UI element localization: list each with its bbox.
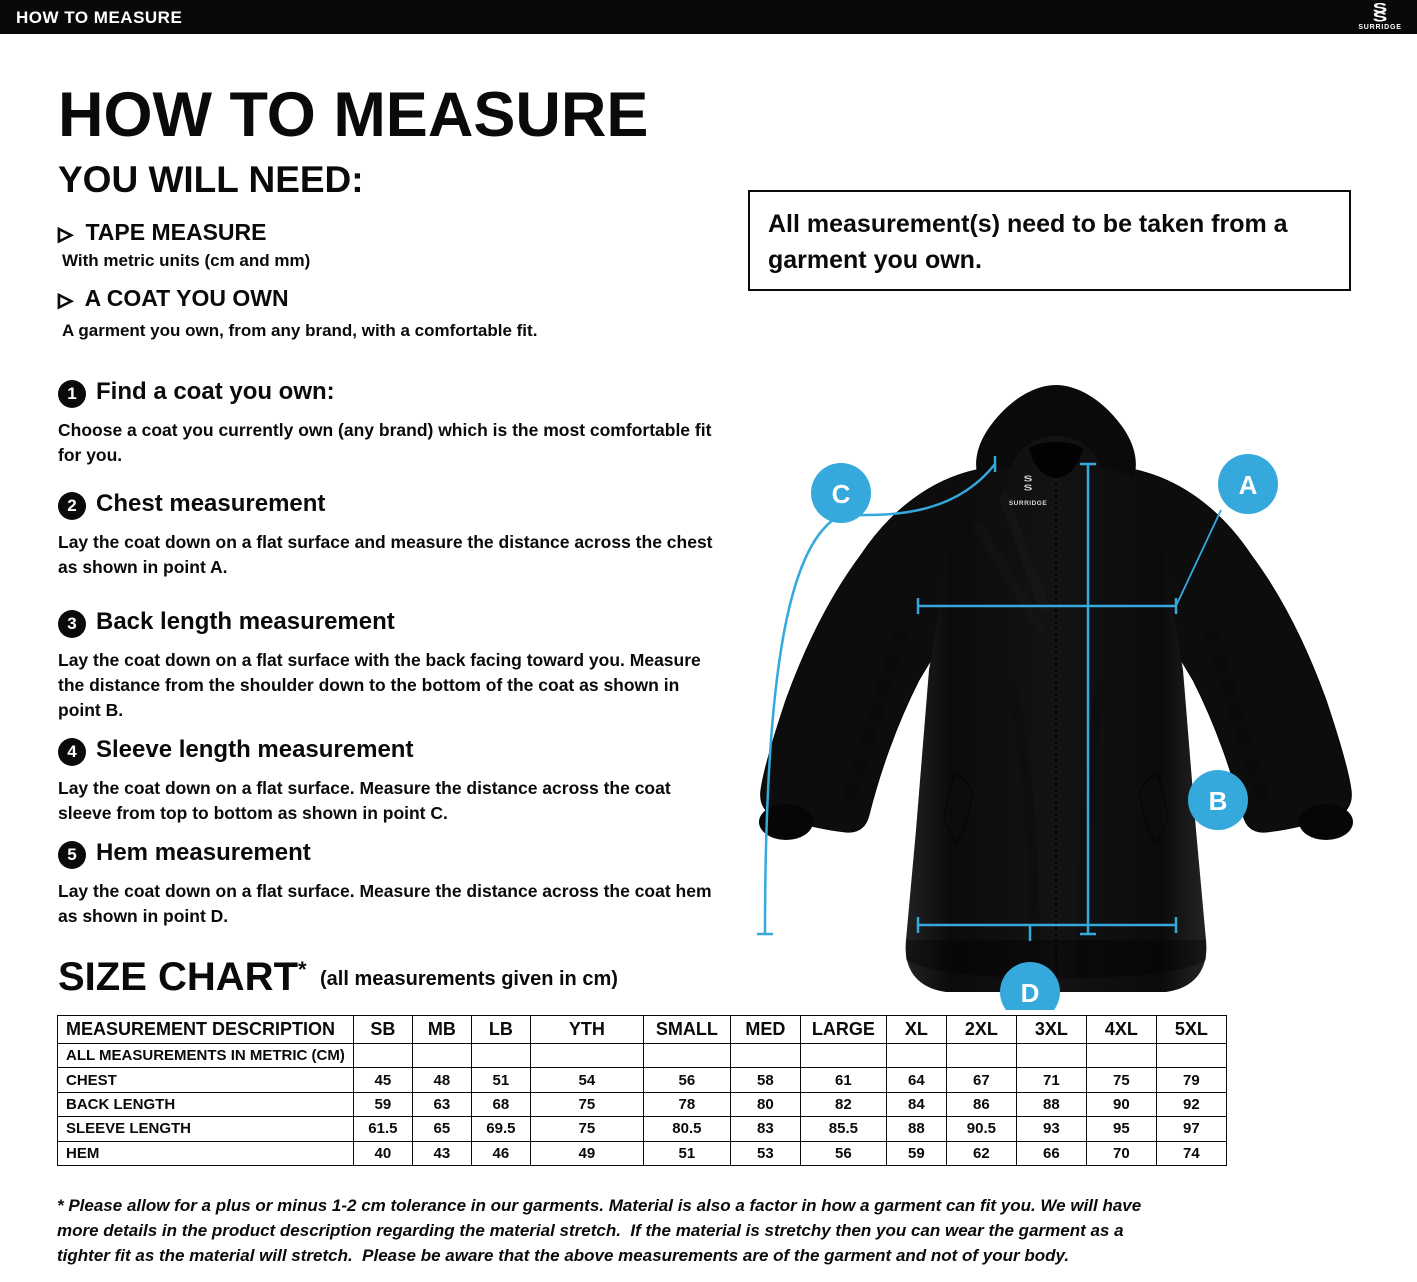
svg-text:S: S [1024,484,1033,493]
svg-text:C: C [832,479,851,509]
svg-text:B: B [1209,786,1228,816]
svg-text:A: A [1239,470,1258,500]
svg-text:D: D [1021,978,1040,1008]
svg-text:S: S [1024,475,1033,484]
svg-text:SURRIDGE: SURRIDGE [1009,500,1047,507]
